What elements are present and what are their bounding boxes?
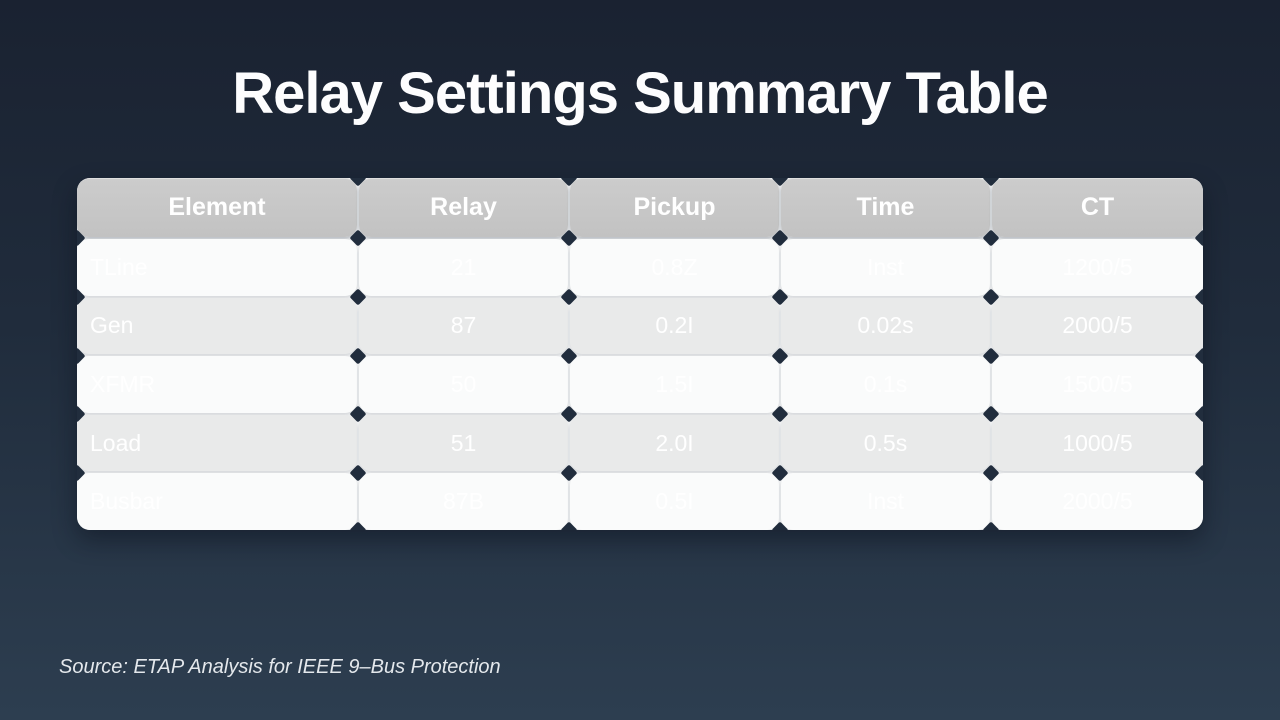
cell-pickup-row-1: 0.8Z	[570, 239, 779, 296]
cell-pickup-row-5: 0.5I	[570, 473, 779, 530]
cell-element-row-1: TLine	[77, 239, 357, 296]
cell-element-row-4: Load	[77, 414, 357, 472]
column-header-time: Time	[781, 178, 990, 237]
column-header-element: Element	[77, 178, 357, 237]
cell-ct-row-4: 1000/5	[992, 414, 1203, 472]
cell-relay-row-5: 87B	[359, 473, 568, 530]
cell-time-row-3: 0.1s	[781, 356, 990, 413]
cell-pickup-row-2: 0.2I	[570, 297, 779, 355]
cell-element-row-3: XFMR	[77, 356, 357, 413]
relay-settings-table: Element Relay Pickup Time CT TLine 21 0.8Z Inst 1…	[77, 178, 1203, 530]
cell-relay-row-4: 51	[359, 414, 568, 472]
slide-title: Relay Settings Summary Table	[232, 61, 1048, 126]
cell-element-row-5: Busbar	[77, 473, 357, 530]
cell-time-row-4: 0.5s	[781, 414, 990, 472]
cell-time-row-5: Inst	[781, 473, 990, 530]
cell-ct-row-5: 2000/5	[992, 473, 1203, 530]
table-grid: Element Relay Pickup Time CT TLine 21 0.8Z Inst 1…	[77, 178, 1203, 530]
cell-element-row-2: Gen	[77, 297, 357, 355]
cell-ct-row-2: 2000/5	[992, 297, 1203, 355]
column-header-ct: CT	[992, 178, 1203, 237]
cell-relay-row-1: 21	[359, 239, 568, 296]
cell-pickup-row-4: 2.0I	[570, 414, 779, 472]
cell-time-row-1: Inst	[781, 239, 990, 296]
column-header-pickup: Pickup	[570, 178, 779, 237]
cell-relay-row-3: 50	[359, 356, 568, 413]
cell-pickup-row-3: 1.5I	[570, 356, 779, 413]
source-note: Source: ETAP Analysis for IEEE 9–Bus Pro…	[59, 656, 501, 678]
cell-ct-row-1: 1200/5	[992, 239, 1203, 296]
cell-ct-row-3: 1500/5	[992, 356, 1203, 413]
cell-relay-row-2: 87	[359, 297, 568, 355]
column-header-relay: Relay	[359, 178, 568, 237]
cell-time-row-2: 0.02s	[781, 297, 990, 355]
